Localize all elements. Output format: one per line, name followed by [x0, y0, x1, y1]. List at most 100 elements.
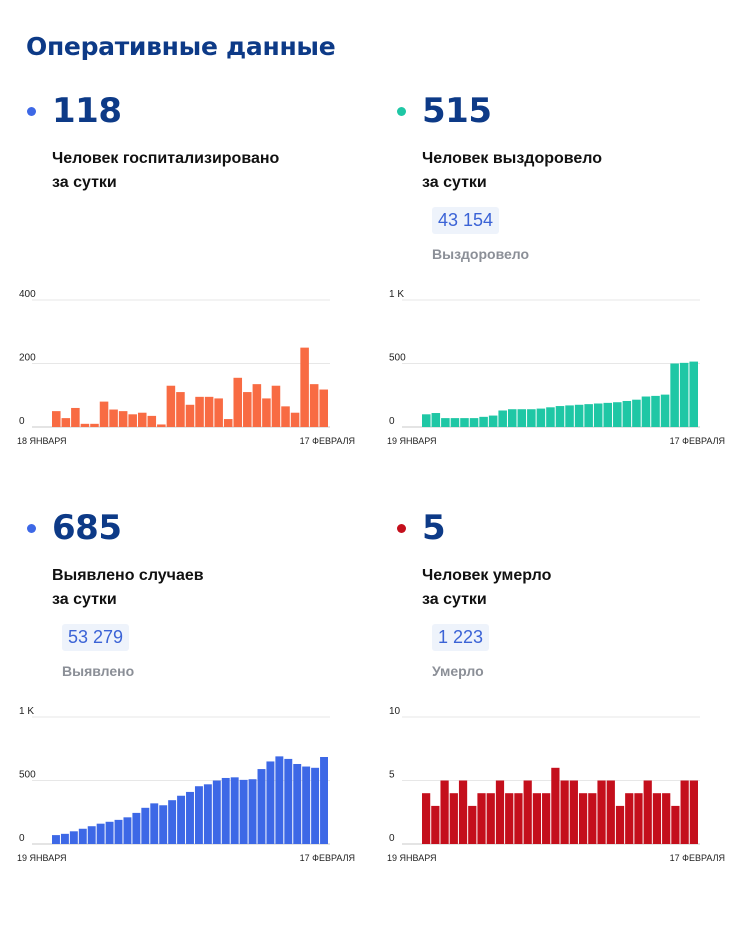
bullet-dot-icon — [397, 524, 406, 533]
bar — [147, 415, 157, 427]
bar — [450, 418, 460, 427]
bar — [302, 766, 311, 844]
bar — [479, 416, 488, 427]
bar — [578, 793, 588, 844]
bar — [177, 795, 186, 844]
metric-label-line2: за сутки — [52, 174, 117, 191]
metric-label-line1: Человек умерло — [422, 567, 552, 584]
panel-recovered: 515 Человек выздоровело за сутки 43 154 Вызд… — [387, 91, 737, 517]
bar — [300, 347, 309, 428]
bar — [634, 793, 643, 844]
bar — [271, 385, 281, 427]
bar — [252, 384, 262, 427]
bar — [584, 404, 593, 427]
bar — [514, 793, 523, 844]
bar — [109, 409, 118, 427]
bar — [469, 418, 479, 427]
y-tick-label: 0 — [389, 416, 395, 427]
bar — [243, 392, 252, 427]
bar-chart-cases: 0 500 1 K 19 ЯНВАРЯ 17 ФЕВРАЛЯ — [17, 706, 355, 863]
bar — [523, 780, 532, 844]
bar — [52, 411, 61, 428]
bar — [230, 777, 239, 844]
bar — [507, 409, 517, 427]
bar — [527, 409, 536, 427]
bar — [670, 363, 679, 427]
metric-label: Человек госпитализировано за сутки — [52, 147, 279, 195]
bar — [90, 423, 99, 427]
bar — [78, 828, 87, 844]
bar — [52, 835, 60, 844]
x-end-label: 17 ФЕВРАЛЯ — [300, 436, 355, 446]
bar — [284, 758, 293, 844]
bar — [498, 410, 507, 427]
bar — [195, 396, 204, 427]
daily-value: 515 — [422, 91, 492, 131]
bar — [440, 780, 449, 844]
y-tick-label: 400 — [19, 289, 36, 300]
bar — [320, 757, 328, 844]
daily-value: 5 — [422, 508, 446, 548]
bar — [625, 793, 634, 844]
bar — [166, 385, 176, 427]
bar — [239, 779, 248, 844]
bar — [536, 408, 546, 427]
bar — [551, 767, 560, 844]
bar — [80, 423, 90, 427]
page-title: Оперативные данные — [26, 32, 336, 61]
bar — [486, 793, 495, 844]
bar — [495, 780, 505, 844]
bar — [150, 803, 159, 844]
metric-label: Выявлено случаев за сутки — [52, 564, 204, 612]
bar — [458, 780, 468, 844]
bar — [555, 406, 565, 427]
daily-value: 685 — [52, 508, 122, 548]
total-badge: 1 223 — [432, 624, 490, 651]
x-start-label: 19 ЯНВАРЯ — [387, 436, 437, 446]
bar-chart-deaths: 0 5 10 19 ЯНВАРЯ 17 ФЕВРАЛЯ — [387, 706, 725, 863]
bar — [641, 396, 651, 427]
bar — [517, 409, 527, 427]
metric-label: Человек умерло за сутки — [422, 564, 551, 612]
bar — [61, 418, 71, 427]
bar — [560, 780, 569, 844]
bar — [99, 401, 109, 427]
bar — [266, 761, 275, 844]
bar — [431, 413, 441, 427]
bar — [293, 763, 302, 844]
bar — [431, 805, 440, 844]
bar — [680, 780, 689, 844]
bar — [588, 793, 597, 844]
bar — [652, 793, 662, 844]
bar — [660, 394, 670, 427]
total-caption: Выздоровело — [432, 246, 530, 262]
bar — [662, 793, 671, 844]
bar — [615, 805, 625, 844]
bar — [69, 831, 78, 844]
y-tick-label: 0 — [19, 416, 25, 427]
bar — [204, 396, 214, 427]
bar — [185, 404, 195, 427]
bar — [221, 777, 230, 844]
bar — [477, 793, 486, 844]
x-end-label: 17 ФЕВРАЛЯ — [670, 436, 725, 446]
bar-chart-recovered: 0 500 1 K 19 ЯНВАРЯ 17 ФЕВРАЛЯ — [387, 289, 725, 446]
total-badge: 43 154 — [432, 207, 500, 234]
bar — [441, 418, 450, 427]
bar — [114, 819, 123, 844]
x-start-label: 18 ЯНВАРЯ — [17, 436, 67, 446]
total-caption: Выявлено — [62, 663, 135, 679]
bar — [132, 812, 141, 844]
bar — [137, 412, 147, 427]
bar — [679, 362, 689, 427]
bar — [194, 786, 203, 844]
bar — [671, 805, 680, 844]
bar — [105, 821, 114, 844]
bar — [71, 407, 80, 427]
bar — [212, 780, 221, 844]
y-tick-label: 500 — [19, 770, 36, 781]
bar — [87, 826, 96, 844]
bar — [574, 404, 584, 427]
x-end-label: 17 ФЕВРАЛЯ — [300, 853, 355, 863]
y-tick-label: 1 K — [19, 706, 34, 717]
